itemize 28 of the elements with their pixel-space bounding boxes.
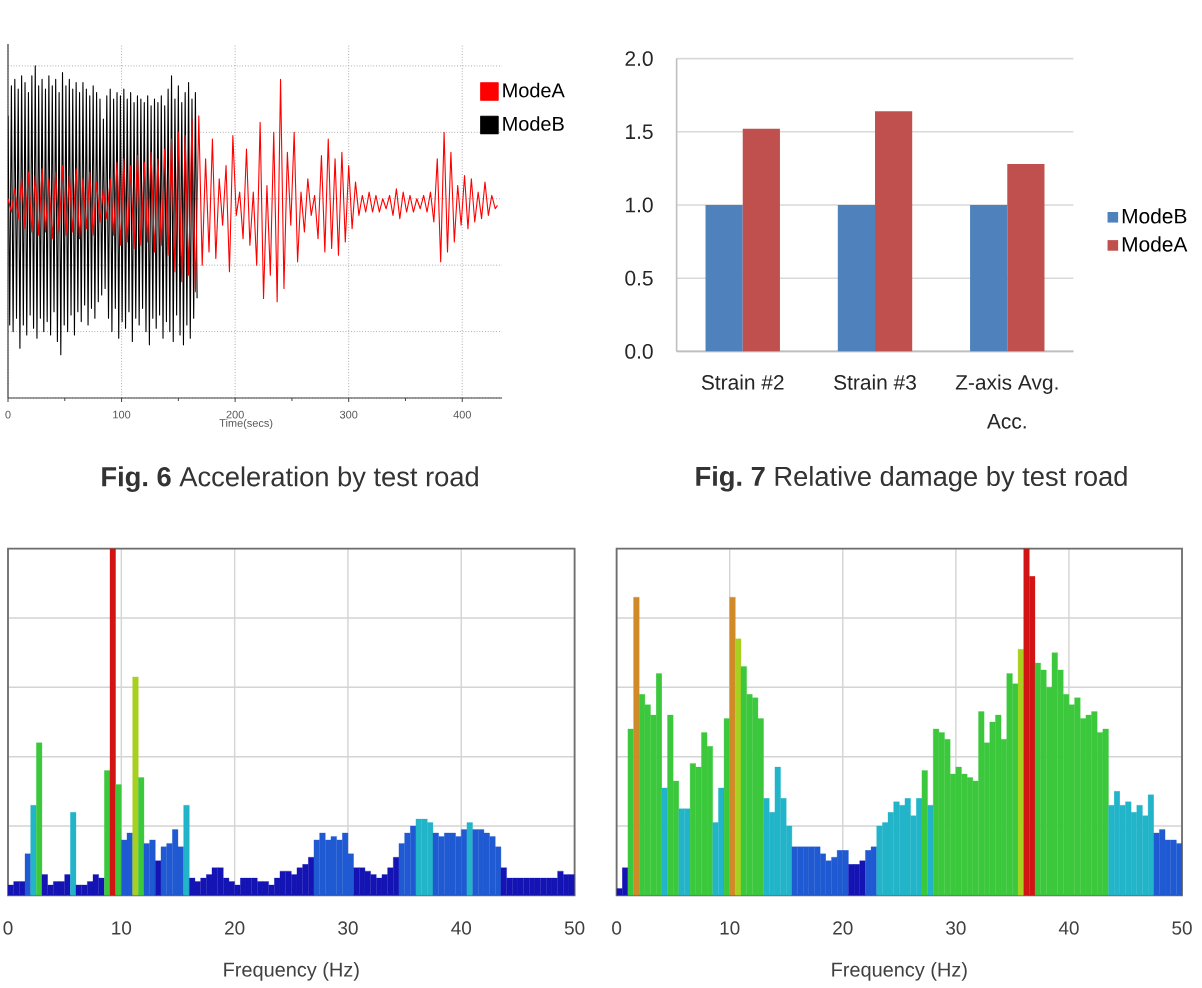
y-tick-label: 1.0 <box>626 197 653 213</box>
x-tick-label: 40 <box>451 921 472 935</box>
legend-label: ModeA <box>1122 236 1188 252</box>
x-tick-label: 10 <box>720 921 740 935</box>
x-tick-label: Z-axis Avg. Acc. <box>955 374 1058 429</box>
legend-label: ModeA <box>503 82 565 98</box>
x-tick-label: 30 <box>338 921 358 935</box>
x-tick-label: 0 <box>3 921 13 935</box>
x-tick-label: 50 <box>1172 921 1192 935</box>
x-tick-label: Strain #3 <box>834 374 916 390</box>
x-tick-label: 40 <box>1058 921 1079 935</box>
x-tick-label: 50 <box>564 921 585 935</box>
text: Fig. 7 Relative damage by test road <box>696 466 1127 492</box>
x-tick-label: 0 <box>612 921 622 935</box>
text: Fig. 6 Acceleration by test road <box>102 466 478 492</box>
x-tick-label: 20 <box>833 921 853 935</box>
x-tick-label: 30 <box>946 921 966 935</box>
legend-label: ModeB <box>503 116 564 131</box>
y-tick-label: 0.5 <box>625 270 653 286</box>
legend-label: ModeB <box>1122 208 1187 224</box>
y-tick-label: 2.0 <box>625 51 653 67</box>
y-tick-label: 1.5 <box>626 124 653 140</box>
x-axis-title: Frequency (Hz) <box>224 962 359 981</box>
x-tick-label: 20 <box>225 921 245 935</box>
x-tick-label: Strain #2 <box>701 374 784 390</box>
x-tick-label: 10 <box>112 921 132 935</box>
y-tick-label: 0.0 <box>625 344 653 359</box>
x-axis-title: Frequency (Hz) <box>832 962 967 981</box>
